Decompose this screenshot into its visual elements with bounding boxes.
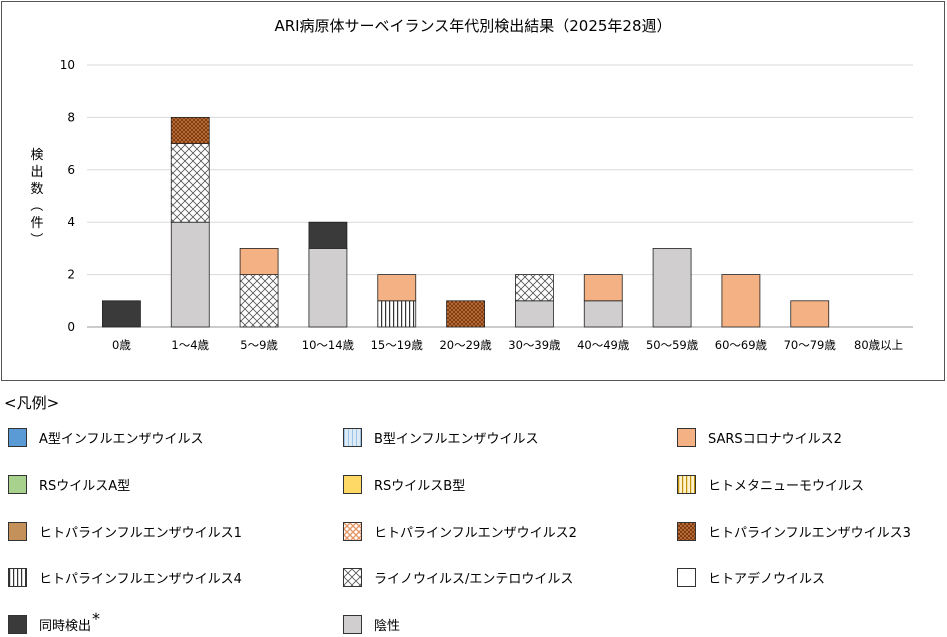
x-tick-label: 15～19歳 xyxy=(371,338,424,352)
legend-item-adeno: ヒトアデノウイルス xyxy=(677,566,825,588)
legend-item-negative: 陰性 xyxy=(343,613,400,635)
x-tick-label: 50～59歳 xyxy=(646,338,699,352)
legend-swatch-rhino xyxy=(343,567,362,587)
legend-item-sars: SARSコロナウイルス2 xyxy=(677,426,842,448)
x-tick-label: 0歳 xyxy=(112,338,131,352)
legend-label: A型インフルエンザウイルス xyxy=(39,431,204,447)
bar-segment-rhino xyxy=(170,143,210,223)
legend-item-coinf: 同時検出 * xyxy=(8,609,100,635)
y-tick-label: 6 xyxy=(67,163,75,177)
x-tick-label: 10～14歳 xyxy=(302,338,355,352)
bar-segment-negative xyxy=(170,221,210,328)
bar-segment-rhino xyxy=(515,274,554,302)
legend-label: ヒトアデノウイルス xyxy=(708,571,826,587)
bar-segment-negative xyxy=(515,300,554,328)
legend-swatch-fluB xyxy=(343,427,362,447)
x-tick-label: 40～49歳 xyxy=(577,338,630,352)
legend-swatch-rsB xyxy=(343,474,362,494)
bar-segment-hpiv3 xyxy=(170,117,210,145)
bar-segment-sars xyxy=(377,274,417,302)
legend-item-hpiv2: ヒトパラインフルエンザウイルス2 xyxy=(343,520,577,542)
legend-item-hpiv4: ヒトパラインフルエンザウイルス4 xyxy=(8,566,242,588)
x-tick-label: 20～29歳 xyxy=(439,338,492,352)
x-tick-label: 5～9歳 xyxy=(240,338,278,352)
legend-label: ヒトパラインフルエンザウイルス4 xyxy=(39,571,242,587)
legend-label: RSウイルスA型 xyxy=(39,478,131,494)
y-axis-label-char: 出 xyxy=(30,165,43,180)
legend-swatch-rsA xyxy=(8,474,27,494)
x-tick-label: 60～69歳 xyxy=(715,338,768,352)
y-axis-label: 検出数（ 件） xyxy=(28,148,44,246)
legend-swatch-hpiv1 xyxy=(8,521,27,541)
x-tick-label: 70～79歳 xyxy=(784,338,837,352)
y-tick-label: 4 xyxy=(67,215,75,229)
footnote-asterisk: * xyxy=(92,608,101,628)
y-axis-label-char: 件 xyxy=(30,216,43,231)
legend-label: 同時検出 xyxy=(39,618,92,634)
y-axis-label-char: ） xyxy=(28,232,43,245)
legend-item-hpiv1: ヒトパラインフルエンザウイルス1 xyxy=(8,520,242,542)
bar-segment-negative xyxy=(308,247,348,328)
bar-segment-sars xyxy=(721,274,761,328)
y-tick-label: 8 xyxy=(67,110,75,124)
legend-title: <凡例> xyxy=(4,394,60,412)
legend-label: RSウイルスB型 xyxy=(374,478,466,494)
bar-segment-coinf xyxy=(102,300,141,328)
x-tick-label: 80歳以上 xyxy=(854,338,903,352)
bars xyxy=(102,117,830,328)
bar-segment-rhino xyxy=(239,274,279,328)
x-tick-label: 30～39歳 xyxy=(508,338,561,352)
bar-segment-negative xyxy=(652,247,692,328)
legend-item-rsA: RSウイルスA型 xyxy=(8,473,130,495)
legend-swatch-hpiv2 xyxy=(343,521,362,541)
legend-item-fluA: A型インフルエンザウイルス xyxy=(8,426,204,448)
legend-swatch-hmpv xyxy=(677,474,696,494)
bar-segment-negative xyxy=(583,300,623,328)
bar-segment-sars xyxy=(239,247,279,275)
chart-frame: ARI病原体サーベイランス年代別検出結果（2025年28週） 0 2 4 6 8 10 0… xyxy=(1,1,945,381)
legend-swatch-negative xyxy=(343,614,362,634)
y-tick-label: 0 xyxy=(67,320,75,334)
legend-label: ライノウイルス/エンテロウイルス xyxy=(374,571,574,587)
legend-label: ヒトパラインフルエンザウイルス2 xyxy=(374,525,577,541)
legend-swatch-adeno xyxy=(677,567,696,587)
legend-label: B型インフルエンザウイルス xyxy=(374,431,539,447)
bar-segment-coinf xyxy=(308,221,348,249)
y-axis-label-char: （ xyxy=(28,198,43,211)
legend-item-hpiv3: ヒトパラインフルエンザウイルス3 xyxy=(677,520,911,542)
bar-segment-hpiv3 xyxy=(446,300,485,328)
y-axis-label-char: 検 xyxy=(30,148,43,163)
bar-segment-sars xyxy=(790,300,830,328)
chart-title: ARI病原体サーベイランス年代別検出結果（2025年28週） xyxy=(274,17,671,35)
y-axis-label-char: 数 xyxy=(30,182,43,197)
legend-swatch-hpiv3 xyxy=(677,521,696,541)
y-tick-label: 2 xyxy=(67,268,75,282)
legend-label: SARSコロナウイルス2 xyxy=(708,431,842,447)
x-tick-label: 1～4歳 xyxy=(171,338,209,352)
legend-swatch-coinf xyxy=(8,614,27,634)
legend-item-hmpv: ヒトメタニューモウイルス xyxy=(677,473,864,495)
legend-item-fluB: B型インフルエンザウイルス xyxy=(343,426,539,448)
legend-label: 陰性 xyxy=(374,618,401,634)
x-axis-labels: 0歳 1～4歳 5～9歳 10～14歳 15～19歳 20～29歳 30～39歳 40～49歳… xyxy=(112,338,903,352)
legend-item-rsB: RSウイルスB型 xyxy=(343,473,465,495)
legend-swatch-fluA xyxy=(8,427,27,447)
gridlines xyxy=(87,64,913,328)
legend-item-rhino: ライノウイルス/エンテロウイルス xyxy=(343,566,573,588)
legend-swatch-hpiv4 xyxy=(8,567,27,587)
y-tick-label: 10 xyxy=(60,58,75,72)
legend-label: ヒトパラインフルエンザウイルス1 xyxy=(39,525,242,541)
legend-label: ヒトパラインフルエンザウイルス3 xyxy=(708,525,911,541)
bar-segment-hpiv4 xyxy=(377,300,417,328)
legend-label: ヒトメタニューモウイルス xyxy=(708,478,865,494)
y-axis-ticks: 0 2 4 6 8 10 xyxy=(60,58,75,334)
bar-segment-sars xyxy=(583,274,623,302)
legend-swatch-sars xyxy=(677,427,696,447)
